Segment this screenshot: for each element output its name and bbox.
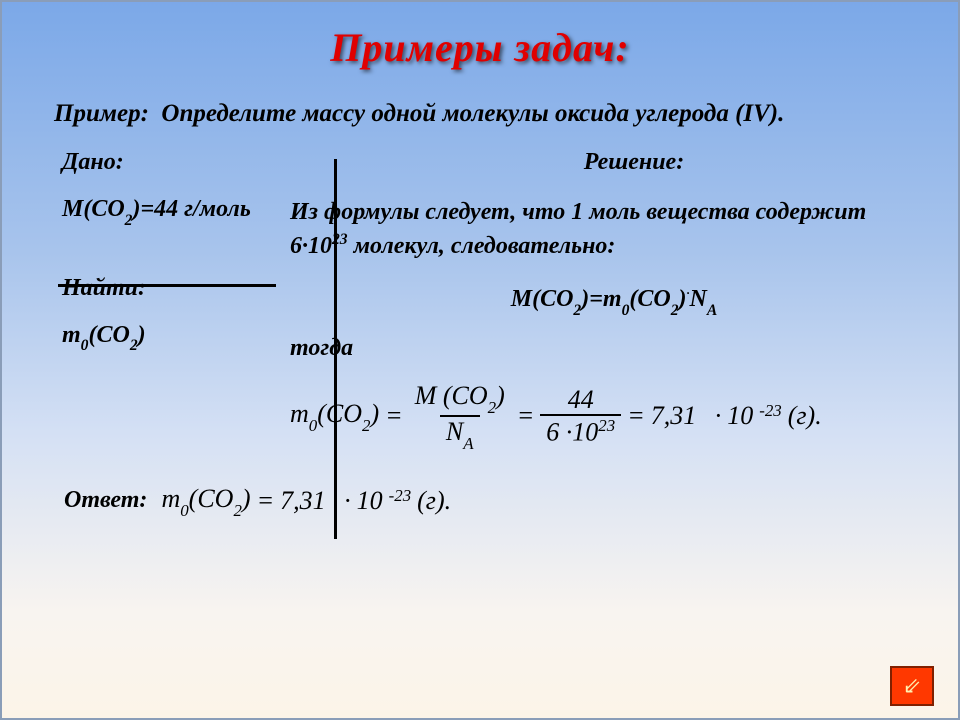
c-d1a: A [463,434,473,453]
a-dot: · [344,486,351,516]
arrow-icon: ⇙ [903,673,921,699]
c-re: -23 [759,401,782,421]
rel-N: N [690,286,707,312]
rel-lpost: )=m [581,286,621,312]
rel-s2: 2 [671,302,679,319]
c-frac1: M (CO2) NA [409,382,511,450]
c-n2: 44 [562,386,600,414]
rel-lsub: 2 [573,302,581,319]
t-sub2: 2 [130,337,138,354]
content-columns: Дано: M(CO2)=44 г/моль Найти: m0(CO2) Ре… [62,149,918,470]
nav-back-button[interactable]: ⇙ [890,666,934,706]
c-m0s0: 0 [309,416,317,435]
solution-heading: Решение: [350,149,918,176]
rel-post: ) [679,286,687,312]
c-d26: 6 [546,418,559,447]
answer-row: Ответ: m0(CO2) =7,31 ·10 -23(г). [64,484,958,518]
page-title: Примеры задач: [2,24,958,71]
a-m0p: m [161,484,180,513]
a-end: ) [242,484,251,513]
c-m0e: ) [370,399,379,428]
answer-formula: m0(CO2) =7,31 ·10 -23(г). [161,484,451,518]
calc-formula: m0(CO2) = M (CO2) NA = 44 6 ·1023 =7,31 … [290,382,822,450]
given-m-pre: M(CO [62,196,125,222]
c-n1p: M (CO [415,381,488,410]
problem-text: Определите массу одной молекулы оксида у… [161,100,784,127]
c-frac2: 44 6 ·1023 [540,386,621,446]
rel-A: A [707,302,717,319]
find-heading: Найти: [62,275,260,302]
given-m-post: )=44 г/моль [132,196,250,222]
c-n1s: 2 [488,398,496,417]
c-m0s2: 2 [362,416,370,435]
rel-mid: (CO [629,286,670,312]
t-sub0: 0 [81,337,89,354]
c-eq3: = [627,401,645,431]
column-divider [334,159,337,539]
c-n1e: ) [496,381,505,410]
a-val: 7,31 [280,486,326,516]
c-m0m: (CO [317,399,362,428]
c-eq1: = [385,401,403,431]
given-molar-mass: M(CO2)=44 г/моль [62,196,260,227]
solution-then: тогда [290,335,918,362]
c-rd: · [715,401,722,431]
problem-statement: Пример: Определите массу одной молекулы … [54,97,918,131]
sol-t1b: молекул, следовательно: [348,233,616,259]
rel-pre: M(CO [511,286,574,312]
a-eq: = [257,486,275,516]
c-m0p: m [290,399,309,428]
c-d1n: N [446,417,463,446]
c-r10: 10 [727,401,753,431]
given-heading: Дано: [62,149,260,176]
a-exp: -23 [389,486,412,506]
solution-relation: M(CO2)=m0(CO2)·NA [310,286,918,317]
answer-label: Ответ: [64,487,147,514]
a-unit: (г). [417,486,451,516]
t-end: ) [138,322,146,348]
sol-10: 10 [308,233,332,259]
c-eq2: = [517,401,535,431]
given-m-sub: 2 [125,212,133,229]
c-ru: (г). [788,401,822,431]
solution-text-1: Из формулы следует, что 1 моль вещества … [290,196,918,264]
find-target: m0(CO2) [62,322,260,353]
c-d2e: 23 [598,416,615,435]
c-d210: 10 [572,418,598,447]
a-s0: 0 [180,501,188,520]
rel-s0: 0 [622,302,630,319]
c-rv: 7,31 [651,401,697,431]
solution-calc: m0(CO2) = M (CO2) NA = 44 6 ·1023 =7,31 … [290,382,918,450]
given-column: Дано: M(CO2)=44 г/моль Найти: m0(CO2) [62,149,272,470]
t-mid: (CO [88,322,129,348]
a-10: 10 [357,486,383,516]
problem-label: Пример: [54,100,149,127]
solution-column: Решение: Из формулы следует, что 1 моль … [272,149,918,470]
t-pre: m [62,322,81,348]
a-mid: (CO [189,484,234,513]
a-s2: 2 [233,501,241,520]
